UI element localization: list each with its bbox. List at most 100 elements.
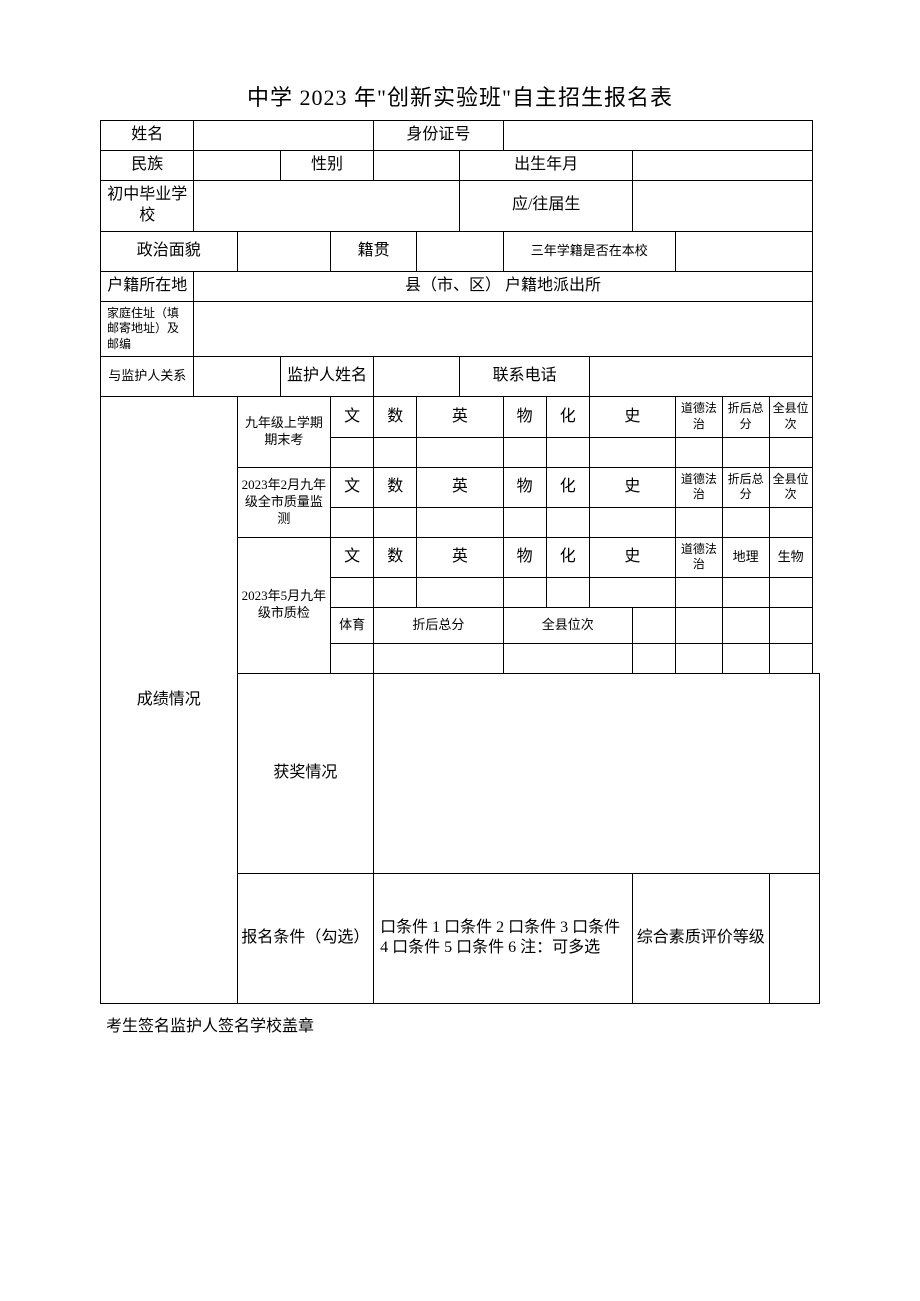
subj-hua-1: 化 xyxy=(546,397,589,437)
subj-zhehou-2: 折后总分 xyxy=(722,467,769,507)
field-birth[interactable] xyxy=(632,151,812,181)
subj-hua-3: 化 xyxy=(546,537,589,577)
val-shu-3[interactable] xyxy=(374,577,417,607)
label-phone: 联系电话 xyxy=(460,357,589,397)
subj-shi-3: 史 xyxy=(589,537,675,577)
subj-shi-1: 史 xyxy=(589,397,675,437)
val-hua-2[interactable] xyxy=(546,507,589,537)
e3-blank4[interactable] xyxy=(769,607,812,643)
val-wu-2[interactable] xyxy=(503,507,546,537)
field-hukou[interactable]: 县（市、区） 户籍地派出所 xyxy=(194,271,812,301)
val-zhehou-2[interactable] xyxy=(722,507,769,537)
field-junior-school[interactable] xyxy=(194,181,460,232)
val-shi-2[interactable] xyxy=(589,507,675,537)
val-wu-3[interactable] xyxy=(503,577,546,607)
label-quality: 综合素质评价等级 xyxy=(632,873,769,1003)
e3-blank5[interactable] xyxy=(632,643,675,673)
val-shu-2[interactable] xyxy=(374,507,417,537)
subj-wu-1: 物 xyxy=(503,397,546,437)
label-gender: 性别 xyxy=(280,151,373,181)
field-gender[interactable] xyxy=(374,151,460,181)
val-quanxian-2[interactable] xyxy=(769,507,812,537)
subj-tiyu-3: 体育 xyxy=(331,607,374,643)
subj-shu-3: 数 xyxy=(374,537,417,577)
label-yingwang: 应/往届生 xyxy=(460,181,633,232)
val-daode-1[interactable] xyxy=(676,437,723,467)
label-exam2: 2023年2月九年级全市质量监测 xyxy=(237,467,330,537)
subj-ying-1: 英 xyxy=(417,397,503,437)
subj-quanxian-3: 全县位次 xyxy=(503,607,632,643)
val-shi-1[interactable] xyxy=(589,437,675,467)
subj-yu-2: 文 xyxy=(331,467,374,507)
val-wu-1[interactable] xyxy=(503,437,546,467)
e3-blank6[interactable] xyxy=(676,643,723,673)
val-quanxian-1[interactable] xyxy=(769,437,812,467)
field-native[interactable] xyxy=(417,231,503,271)
field-guardian-rel[interactable] xyxy=(194,357,280,397)
subj-zhehou-1: 折后总分 xyxy=(722,397,769,437)
label-politics: 政治面貌 xyxy=(101,231,238,271)
label-conditions: 报名条件（勾选） xyxy=(237,873,374,1003)
field-phone[interactable] xyxy=(589,357,812,397)
label-exam3: 2023年5月九年级市质检 xyxy=(237,537,330,673)
label-awards: 获奖情况 xyxy=(237,673,374,873)
label-guardian-rel: 与监护人关系 xyxy=(101,357,194,397)
field-address[interactable] xyxy=(194,301,812,357)
subj-daode-1: 道德法治 xyxy=(676,397,723,437)
label-grades: 成绩情况 xyxy=(101,397,238,1004)
val-ying-3[interactable] xyxy=(417,577,503,607)
field-name[interactable] xyxy=(194,121,374,151)
subj-shengwu-3: 生物 xyxy=(769,537,812,577)
val-zhehou-3b[interactable] xyxy=(374,643,503,673)
e3-blank3[interactable] xyxy=(722,607,769,643)
field-guardian-name[interactable] xyxy=(374,357,460,397)
field-conditions[interactable]: 口条件 1 口条件 2 口条件 3 口条件 4 口条件 5 口条件 6 注：可多… xyxy=(374,873,633,1003)
label-native: 籍贯 xyxy=(331,231,417,271)
val-yu-3[interactable] xyxy=(331,577,374,607)
registration-form-table: 姓名 身份证号 民族 性别 出生年月 初中毕业学校 应/往届生 政治面貌 籍贯 … xyxy=(100,120,820,1004)
val-ying-1[interactable] xyxy=(417,437,503,467)
val-shengwu-3[interactable] xyxy=(769,577,812,607)
footer-signatures: 考生签名监护人签名学校盖章 xyxy=(100,1012,820,1036)
subj-yu-3: 文 xyxy=(331,537,374,577)
subj-quanxian-1: 全县位次 xyxy=(769,397,812,437)
val-daode-2[interactable] xyxy=(676,507,723,537)
field-quality[interactable] xyxy=(769,873,819,1003)
val-hua-1[interactable] xyxy=(546,437,589,467)
val-shu-1[interactable] xyxy=(374,437,417,467)
field-awards[interactable] xyxy=(374,673,820,873)
label-id: 身份证号 xyxy=(374,121,503,151)
field-threeyear[interactable] xyxy=(676,231,813,271)
subj-wu-2: 物 xyxy=(503,467,546,507)
val-yu-2[interactable] xyxy=(331,507,374,537)
field-id[interactable] xyxy=(503,121,812,151)
val-zhehou-1[interactable] xyxy=(722,437,769,467)
label-birth: 出生年月 xyxy=(460,151,633,181)
val-daode-3[interactable] xyxy=(676,577,723,607)
val-tiyu-3[interactable] xyxy=(331,643,374,673)
field-yingwang[interactable] xyxy=(632,181,812,232)
subj-shu-1: 数 xyxy=(374,397,417,437)
val-hua-3[interactable] xyxy=(546,577,589,607)
label-ethnicity: 民族 xyxy=(101,151,194,181)
subj-shi-2: 史 xyxy=(589,467,675,507)
val-shi-3[interactable] xyxy=(589,577,675,607)
field-ethnicity[interactable] xyxy=(194,151,280,181)
val-yu-1[interactable] xyxy=(331,437,374,467)
e3-blank2[interactable] xyxy=(676,607,723,643)
subj-wu-3: 物 xyxy=(503,537,546,577)
label-exam1: 九年级上学期期末考 xyxy=(237,397,330,467)
page-title: 中学 2023 年"创新实验班"自主招生报名表 xyxy=(100,80,820,112)
label-hukou: 户籍所在地 xyxy=(101,271,194,301)
e3-blank8[interactable] xyxy=(769,643,812,673)
val-ying-2[interactable] xyxy=(417,507,503,537)
subj-zhehou-3: 折后总分 xyxy=(374,607,503,643)
label-junior-school: 初中毕业学校 xyxy=(101,181,194,232)
e3-blank7[interactable] xyxy=(722,643,769,673)
val-dili-3[interactable] xyxy=(722,577,769,607)
subj-quanxian-2: 全县位次 xyxy=(769,467,812,507)
label-guardian-name: 监护人姓名 xyxy=(280,357,373,397)
e3-blank1[interactable] xyxy=(632,607,675,643)
val-quanxian-3b[interactable] xyxy=(503,643,632,673)
field-politics[interactable] xyxy=(237,231,330,271)
